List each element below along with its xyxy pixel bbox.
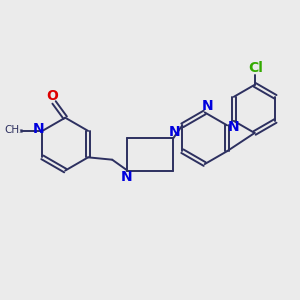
Text: N: N: [228, 120, 239, 134]
Text: O: O: [47, 89, 58, 103]
Text: Cl: Cl: [248, 61, 263, 75]
Text: N: N: [168, 125, 180, 139]
Text: N: N: [121, 170, 132, 184]
Text: CH₃: CH₃: [4, 125, 23, 135]
Text: N: N: [33, 122, 45, 136]
Text: N: N: [202, 99, 214, 113]
